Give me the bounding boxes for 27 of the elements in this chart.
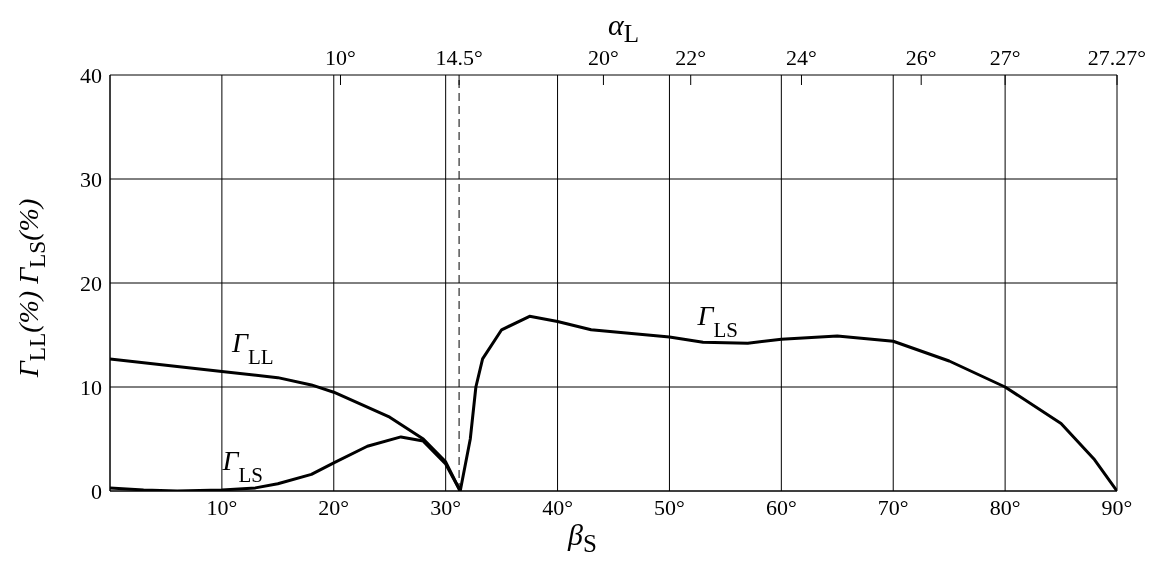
x-tick-label: 40° <box>542 494 573 520</box>
y-tick-label: 40 <box>80 62 102 88</box>
x-tick-label: 90° <box>1101 494 1133 520</box>
series-label: Γ$_{LS}$ <box>221 444 264 487</box>
y-tick-label: 10 <box>80 374 102 400</box>
series-label: Γ$_{LL}$ <box>231 326 274 369</box>
text: 22° <box>675 45 707 70</box>
y-tick-label: 0 <box>91 478 102 504</box>
x-tick-label: 70° <box>877 494 909 520</box>
text: 27.27° <box>1087 45 1147 70</box>
x-tick-label: 80° <box>989 494 1021 520</box>
text: 24° <box>786 45 817 70</box>
x-tick-label: 10° <box>206 494 238 520</box>
text: Γ$_{LS}$ <box>697 300 738 343</box>
text: 10° <box>325 45 356 70</box>
text: 26° <box>905 45 937 70</box>
x-tick-label: 20° <box>318 494 350 520</box>
x-tick-label: 50° <box>654 494 685 520</box>
y-tick-label: 30 <box>80 166 102 192</box>
text: 27° <box>989 45 1021 70</box>
x-tick-label: 30° <box>430 494 462 520</box>
x-axis-title: β$_{S}$ <box>568 518 597 558</box>
x-tick-label: 60° <box>765 494 797 520</box>
text: 20° <box>588 45 619 70</box>
x2-axis-title: α$_{L}$ <box>608 8 640 47</box>
y-tick-label: 20 <box>80 270 102 296</box>
text: 14.5° <box>435 45 483 70</box>
